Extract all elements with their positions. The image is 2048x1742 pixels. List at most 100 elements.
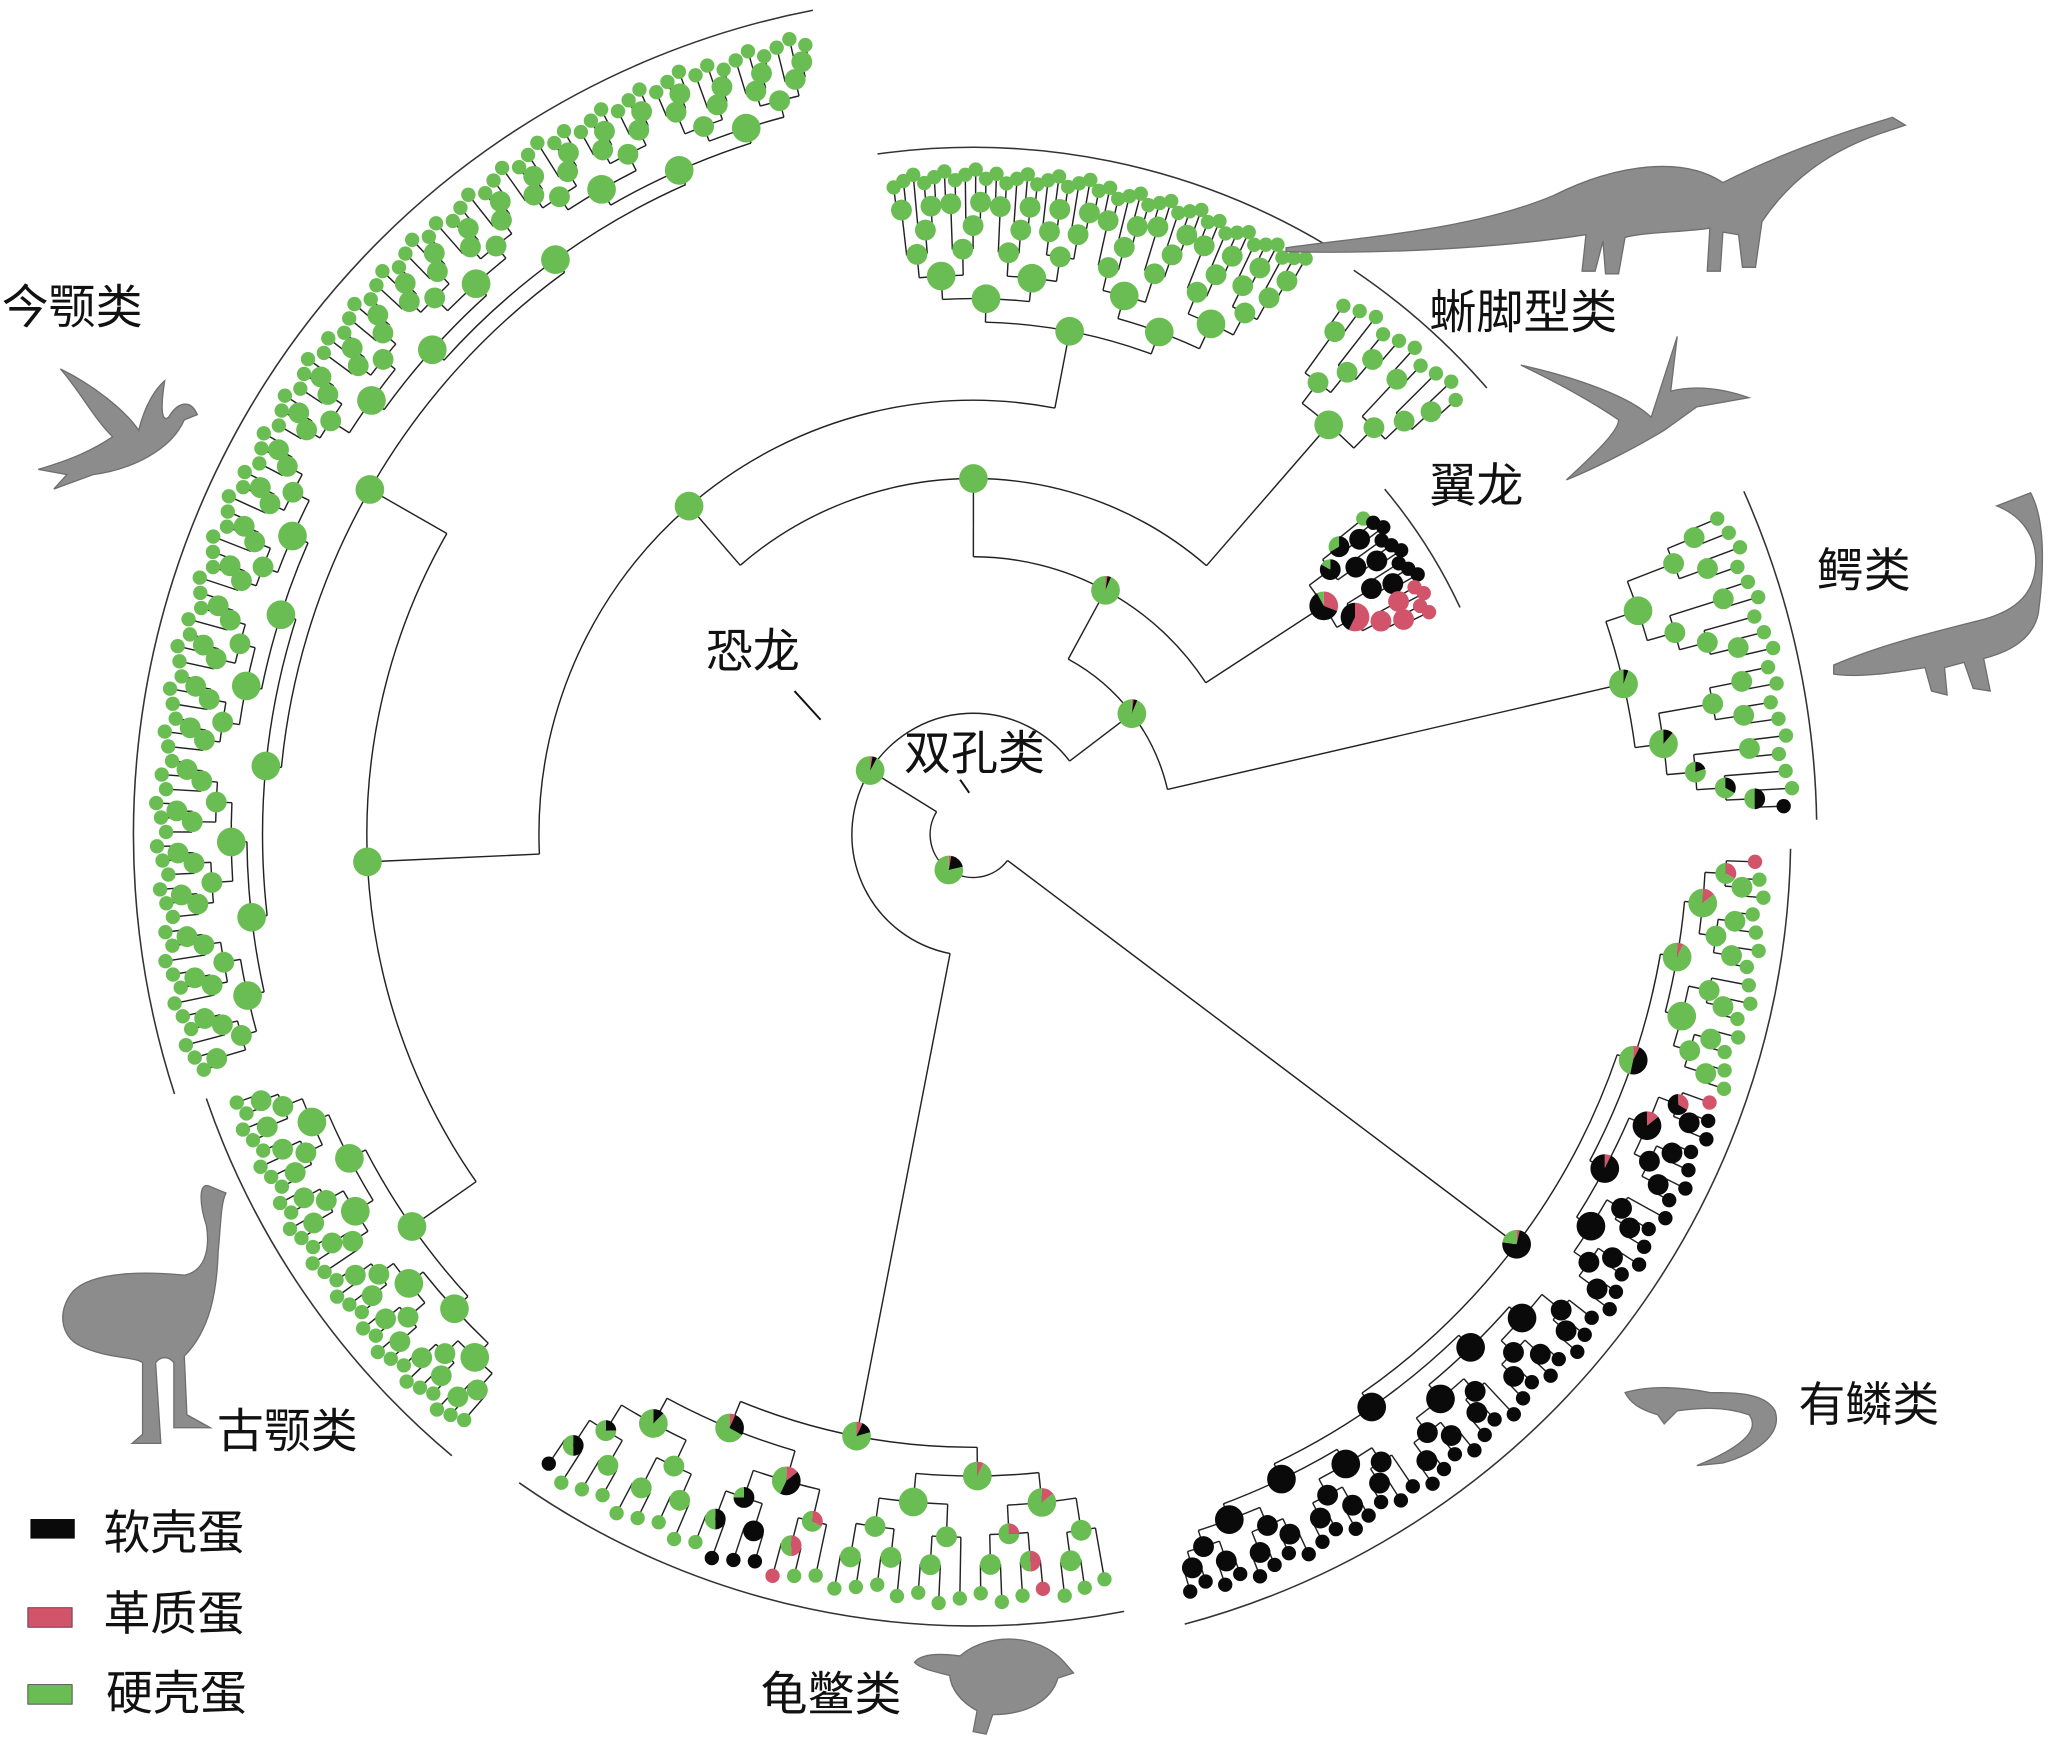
- pie-slice-p: [1348, 602, 1370, 632]
- tip-node: [205, 544, 221, 560]
- tip-node: [1577, 1327, 1592, 1342]
- tip-node: [1447, 1447, 1463, 1462]
- tip-node: [1678, 1181, 1693, 1196]
- tip-node: [1421, 604, 1437, 620]
- tip-node: [765, 1568, 780, 1583]
- ancestral-state-pie: [1309, 591, 1339, 621]
- ancestral-state-pie: [1017, 263, 1047, 293]
- ancestral-state-pie: [176, 926, 198, 948]
- tip-node: [486, 173, 501, 188]
- ancestral-state-pie: [1420, 401, 1442, 423]
- tip-node: [245, 1133, 261, 1148]
- tip-node: [870, 1577, 885, 1592]
- tip-node: [1229, 225, 1245, 240]
- ancestral-state-pie: [1205, 264, 1227, 286]
- ancestral-state-pie: [1712, 588, 1734, 610]
- ancestral-state-pie: [1712, 996, 1734, 1018]
- tip-node: [170, 638, 185, 654]
- tip-node: [229, 1095, 244, 1110]
- tip-node: [220, 504, 235, 519]
- branch-line: [959, 1537, 962, 1599]
- tip-node: [149, 839, 165, 854]
- tip-node: [1407, 340, 1422, 356]
- pie-slice-b: [1663, 729, 1673, 744]
- pie-slice-b: [729, 1414, 744, 1436]
- tip-node: [271, 418, 287, 433]
- ancestral-state-pie: [1049, 198, 1071, 220]
- tip-node: [294, 1230, 309, 1246]
- ancestral-state-pie: [211, 1014, 233, 1036]
- tip-node: [1275, 250, 1290, 265]
- tip-node: [1164, 193, 1179, 209]
- ancestral-state-pie: [1619, 1217, 1641, 1239]
- tip-node: [274, 1179, 290, 1194]
- ancestral-state-pie: [1738, 738, 1760, 759]
- ancestral-state-pie: [1705, 925, 1727, 947]
- ancestral-state-pie: [170, 884, 192, 906]
- ancestral-state-pie: [1357, 1392, 1387, 1422]
- ancestral-state-pie: [320, 410, 342, 432]
- ancestral-state-pie: [1440, 1425, 1462, 1446]
- tip-node: [1373, 1494, 1389, 1510]
- ancestral-state-pie: [201, 872, 223, 893]
- ancestral-state-pie: [1503, 1341, 1524, 1363]
- ancestral-state-pie: [491, 209, 512, 231]
- pie-slice-g: [562, 1434, 574, 1456]
- ancestral-state-pie: [751, 62, 772, 84]
- pie-slice-b: [1667, 1094, 1688, 1116]
- ancestral-state-pie: [1684, 761, 1706, 783]
- ancestral-state-pie: [193, 934, 215, 956]
- pie-slice-b: [715, 1508, 726, 1530]
- tip-node: [172, 654, 187, 669]
- ancestral-state-pie: [347, 355, 369, 377]
- tip-node: [1778, 728, 1794, 743]
- ancestral-state-pie: [1731, 876, 1753, 898]
- pie-slice-g: [1117, 699, 1147, 728]
- tip-node: [329, 1289, 345, 1304]
- pie-slice-b: [1725, 777, 1736, 794]
- tip-node: [277, 388, 293, 403]
- tip-node: [1393, 543, 1409, 558]
- tip-node: [1776, 799, 1791, 814]
- ancestral-state-pie: [1602, 1247, 1623, 1269]
- ancestral-state-pie: [1382, 573, 1404, 595]
- ancestral-state-pie: [1309, 1507, 1331, 1529]
- ancestral-state-pie: [665, 101, 687, 123]
- tip-node: [293, 381, 308, 396]
- pie-slice-p: [1131, 699, 1134, 714]
- ancestral-state-pie: [1667, 1094, 1689, 1116]
- pterosaur-silhouette: [1520, 336, 1752, 481]
- ancestral-state-pie: [1267, 1464, 1296, 1494]
- tip-node: [1756, 890, 1771, 905]
- ancestral-state-pie: [310, 366, 332, 388]
- ancestral-state-pie: [1257, 1515, 1278, 1536]
- tip-node: [1730, 1030, 1746, 1045]
- clade-bracket-palaeo: [205, 1098, 453, 1457]
- pie-slice-g: [1715, 863, 1735, 884]
- tip-node: [158, 824, 174, 840]
- tip-node: [1570, 1344, 1585, 1359]
- tip-node: [1030, 177, 1045, 192]
- branch-line: [1703, 615, 1755, 632]
- pie-slice-b: [870, 756, 878, 771]
- tip-node: [1524, 1374, 1540, 1390]
- ancestral-state-pie: [342, 1230, 364, 1252]
- pie-slice-b: [605, 1420, 617, 1431]
- ancestral-state-pie: [1144, 317, 1174, 347]
- branch-line: [1012, 178, 1018, 230]
- ancestral-state-pie: [1416, 1450, 1438, 1472]
- ancestral-state-pie: [919, 1554, 941, 1576]
- tip-node: [429, 1402, 445, 1417]
- legend-label-soft-shell: 软壳蛋: [103, 1506, 244, 1561]
- tip-node: [1752, 872, 1767, 887]
- pie-slice-g: [1684, 761, 1706, 783]
- pie-slice-p: [1604, 1154, 1611, 1169]
- ancestral-state-pie: [1279, 1523, 1301, 1545]
- pie-slice-g: [1321, 559, 1331, 570]
- tip-node: [478, 186, 493, 201]
- ancestral-state-pie: [183, 852, 205, 874]
- pie-slice-b: [1630, 1047, 1648, 1075]
- ancestral-state-pie: [272, 1095, 294, 1117]
- pie-slice-g: [1027, 1488, 1057, 1517]
- pie-slice-p: [1041, 1488, 1054, 1503]
